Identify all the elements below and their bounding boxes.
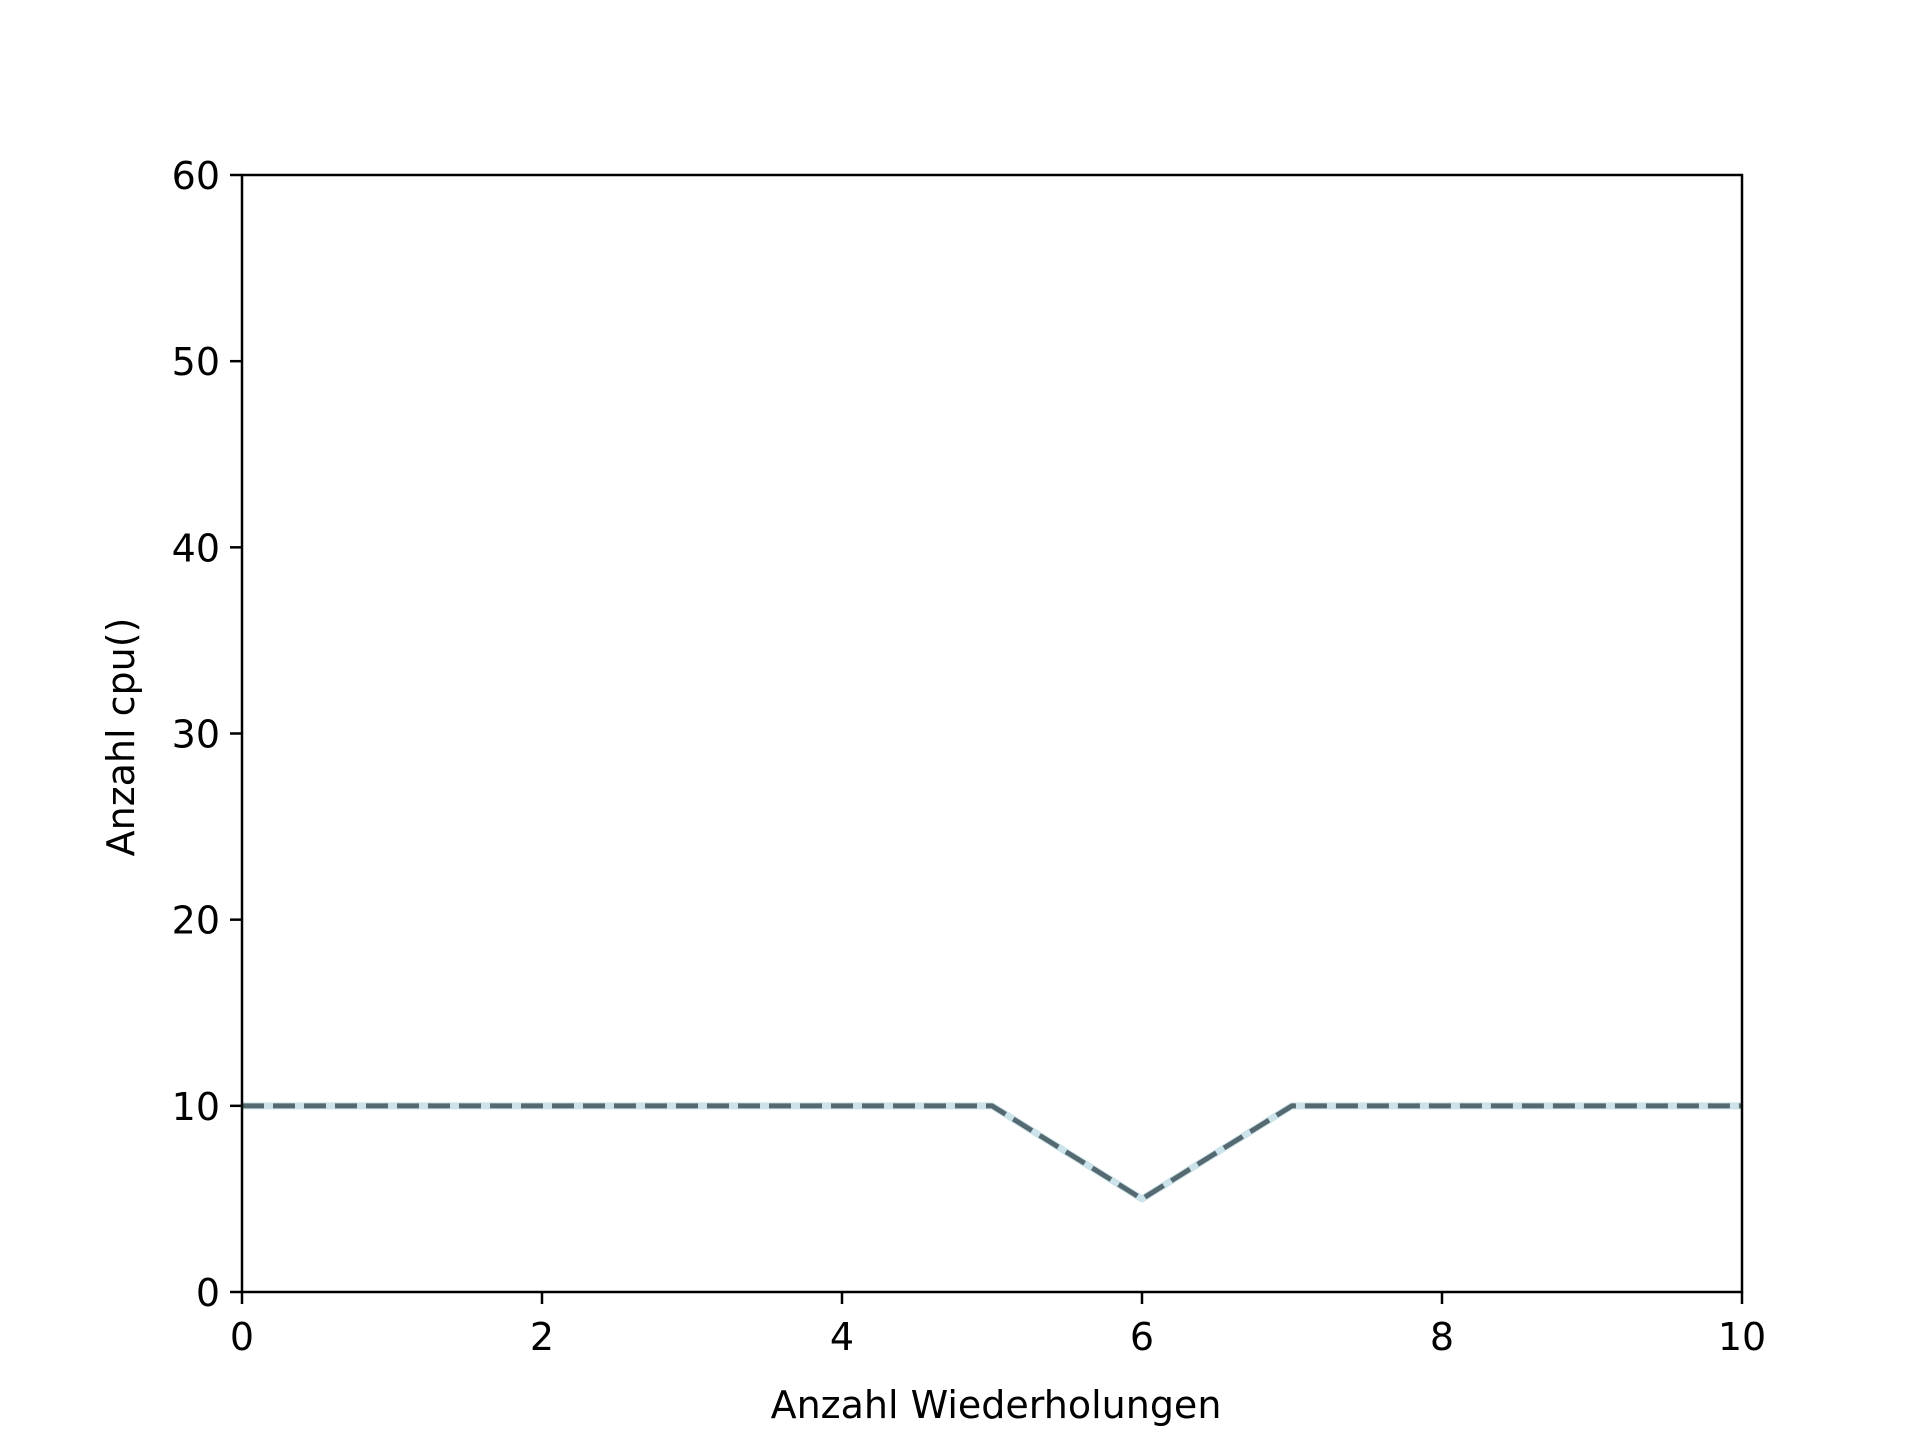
y-axis-title: Anzahl cpu() [99, 618, 143, 857]
y-tick-label: 0 [196, 1271, 220, 1315]
x-tick-label: 0 [230, 1315, 254, 1359]
series-line [242, 1103, 1742, 1202]
x-tick-label: 10 [1718, 1315, 1766, 1359]
y-tick-label: 30 [172, 713, 220, 757]
y-tick-label: 60 [172, 154, 220, 198]
x-tick-label: 2 [530, 1315, 554, 1359]
axes: 0 2 4 6 8 10 0 10 20 30 40 50 60 [172, 154, 1767, 1359]
y-tick-label: 20 [172, 899, 220, 943]
x-tick-label: 8 [1430, 1315, 1454, 1359]
x-tick-label: 6 [1130, 1315, 1154, 1359]
y-tick-label: 40 [172, 526, 220, 570]
x-axis-title: Anzahl Wiederholungen [771, 1383, 1222, 1427]
x-tick-label: 4 [830, 1315, 854, 1359]
y-tick-label: 10 [172, 1085, 220, 1129]
plot-area [242, 1102, 1742, 1203]
y-tick-label: 50 [172, 340, 220, 384]
